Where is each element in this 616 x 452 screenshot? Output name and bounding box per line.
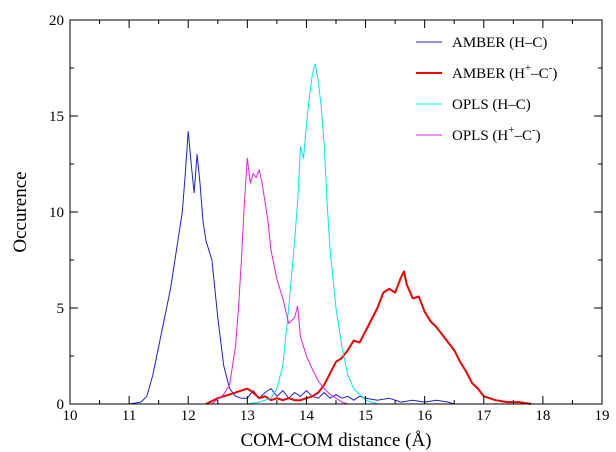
x-tick-label-0: 10 [63, 408, 78, 424]
x-tick-label-2: 12 [181, 408, 196, 424]
x-axis-title: COM-COM distance (Å) [240, 430, 431, 451]
legend-label-2: OPLS (H–C) [452, 97, 531, 113]
x-tick-label-1: 11 [122, 408, 136, 424]
series-line-3 [211, 157, 348, 405]
y-tick-label-1: 5 [57, 301, 65, 317]
series-line-2 [247, 63, 378, 405]
legend: AMBER (H–C) AMBER (H+–C-) OPLS (H–C) OPLS (… [416, 35, 557, 144]
x-tick-label-6: 16 [417, 408, 433, 424]
x-tick-label-4: 14 [299, 408, 315, 424]
y-tick-label-2: 10 [49, 205, 64, 221]
ticks-layer: 10 11 12 13 14 15 16 17 18 19 0 5 10 15 20 [49, 13, 610, 424]
y-tick-label-4: 20 [49, 13, 64, 29]
series-line-1 [205, 270, 532, 405]
legend-label-1: AMBER (H+–C-) [452, 62, 557, 82]
legend-label-0: AMBER (H–C) [452, 35, 547, 51]
x-tick-label-9: 19 [595, 408, 610, 424]
y-tick-label-0: 0 [57, 397, 65, 413]
y-tick-label-3: 15 [49, 109, 64, 125]
x-tick-label-7: 17 [476, 408, 492, 424]
legend-label-3: OPLS (H+–C-) [452, 124, 541, 144]
x-tick-label-3: 13 [240, 408, 255, 424]
series-layer [129, 63, 532, 405]
series-line-0 [129, 130, 455, 405]
y-axis-title: Occurence [10, 171, 31, 252]
x-tick-label-8: 18 [535, 408, 550, 424]
x-tick-label-5: 15 [358, 408, 373, 424]
